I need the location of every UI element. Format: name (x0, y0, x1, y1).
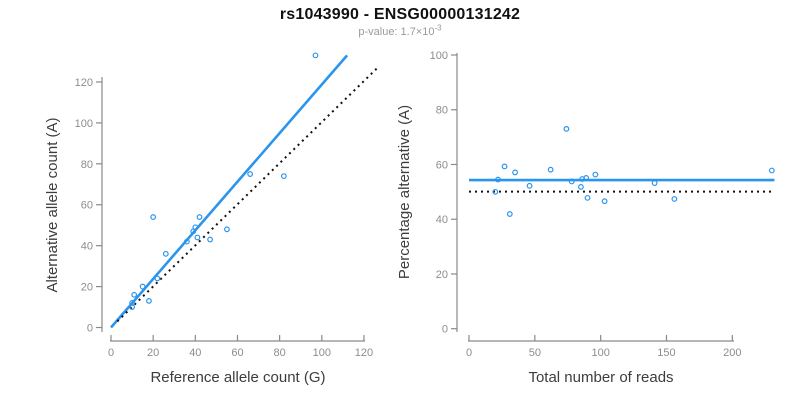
x-tick-label: 100 (313, 347, 331, 359)
y-tick-label: 100 (430, 50, 448, 62)
p-value-subtitle: p-value: 1.7×10-3 (0, 23, 800, 38)
data-point (563, 125, 570, 132)
data-point (651, 180, 658, 186)
x-axis-title: Total number of reads (528, 369, 673, 386)
x-tick-label: 120 (355, 347, 373, 359)
data-point (312, 52, 319, 59)
data-point (183, 238, 190, 245)
data-point (207, 236, 213, 243)
allele-count-scatter: 0 20 40 60 80 100 120 0 20 40 60 80 100 120 Reference … (44, 52, 380, 386)
data-point (194, 234, 201, 241)
x-tick-label: 100 (591, 347, 609, 359)
y-tick-label: 80 (81, 159, 93, 171)
x-tick-label: 20 (147, 347, 159, 359)
y-tick-label: 40 (81, 241, 93, 253)
data-point (162, 250, 169, 257)
y-tick-label: 40 (436, 214, 448, 226)
x-tick-label: 60 (231, 347, 243, 359)
y-tick-label: 0 (87, 323, 93, 335)
data-point (592, 171, 599, 178)
data-point (512, 169, 518, 176)
data-point (495, 176, 501, 183)
data-point (139, 283, 146, 290)
p-value-exponent: -3 (434, 23, 442, 33)
y-axis-title: Percentage alternative (A) (396, 105, 413, 279)
data-point (671, 196, 678, 202)
data-point (192, 224, 199, 231)
data-point (506, 211, 513, 217)
data-point (129, 300, 135, 306)
page-title: rs1043990 - ENSG00000131242 (279, 6, 521, 23)
data-point (578, 184, 584, 190)
x-tick-label: 200 (723, 347, 741, 359)
data-point (280, 173, 287, 179)
x-tick-label: 0 (466, 347, 472, 359)
y-tick-label: 0 (442, 324, 448, 336)
x-tick-label: 80 (274, 347, 286, 359)
data-point (154, 275, 161, 282)
p-value-text: p-value: 1.7×10 (358, 26, 435, 38)
y-tick-label: 60 (81, 200, 93, 212)
data-point (492, 188, 499, 195)
y-tick-label: 80 (436, 105, 448, 117)
x-axis-title: Reference allele count (G) (150, 369, 325, 386)
y-tick-label: 100 (75, 118, 93, 130)
data-point (584, 194, 591, 201)
data-point (150, 214, 157, 220)
data-point (196, 214, 203, 220)
y-tick-label: 20 (436, 269, 448, 281)
data-point (583, 174, 590, 181)
x-tick-label: 50 (529, 347, 541, 359)
data-point (568, 178, 575, 185)
data-point (131, 291, 138, 298)
x-tick-label: 0 (108, 347, 114, 359)
data-point (768, 167, 775, 174)
data-point (526, 182, 533, 189)
points-group (129, 52, 319, 310)
percentage-alternative-scatter: 0 20 40 60 80 100 0 50 100 150 200 Total number of … (396, 50, 775, 386)
data-point (224, 226, 230, 233)
x-tick-label: 150 (657, 347, 675, 359)
identity-line (116, 65, 380, 323)
y-tick-label: 20 (81, 282, 93, 294)
data-point (501, 163, 508, 170)
data-point (247, 171, 254, 177)
y-axis-title: Alternative allele count (A) (44, 117, 61, 292)
fit-line (110, 54, 349, 329)
data-point (146, 298, 152, 304)
y-tick-label: 120 (75, 77, 93, 89)
y-tick-label: 60 (436, 159, 448, 171)
data-point (547, 166, 554, 173)
data-point (601, 198, 608, 205)
x-tick-label: 40 (189, 347, 201, 359)
points-group (492, 125, 775, 217)
